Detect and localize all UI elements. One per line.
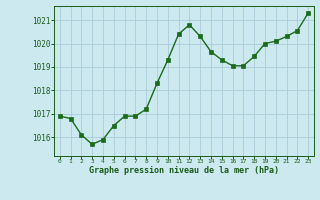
X-axis label: Graphe pression niveau de la mer (hPa): Graphe pression niveau de la mer (hPa) <box>89 166 279 175</box>
